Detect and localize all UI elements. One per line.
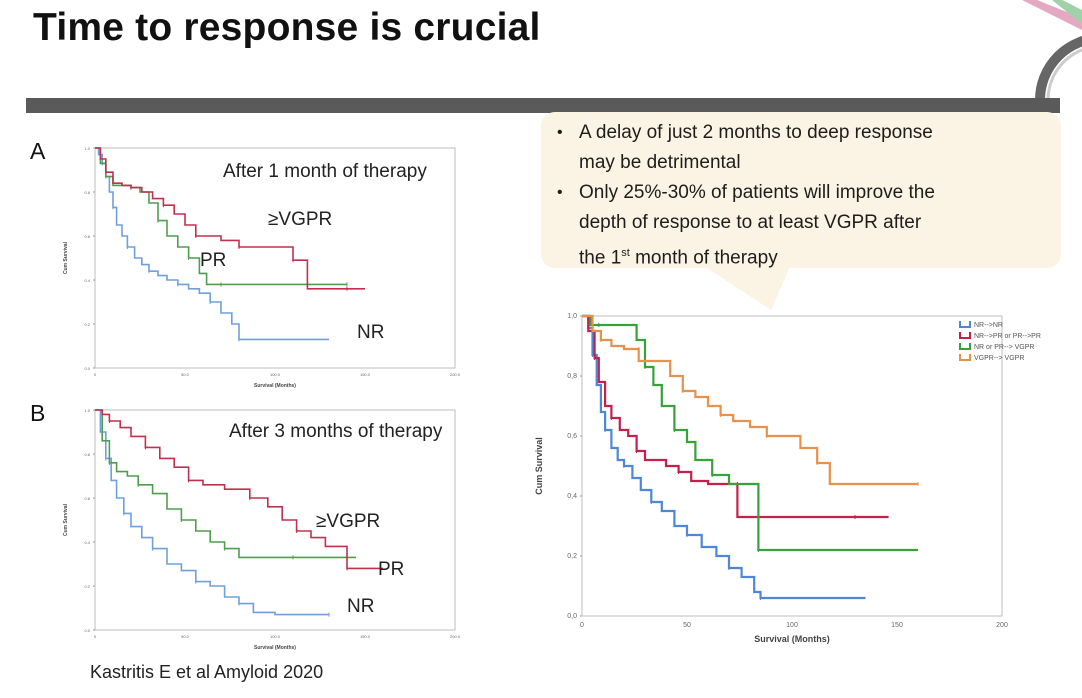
callout-bullet-1: • A delay of just 2 months to deep respo… [541, 118, 1061, 178]
y-axis-label: Cum Survival [63, 241, 69, 274]
citation: Kastritis E et al Amyloid 2020 [90, 662, 324, 682]
slide-title: Time to response is crucial [33, 6, 541, 49]
x-tick-label: 100 [786, 622, 798, 629]
y-axis-label: Cum Survival [534, 437, 544, 495]
series-vgpr-vgpr [582, 314, 918, 486]
x-tick-label: 50.0 [181, 634, 190, 639]
legend-swatch [959, 321, 971, 328]
y-tick-label: 0.2 [84, 584, 90, 589]
y-tick-label: 0,8 [567, 373, 577, 380]
y-tick-label: 0,4 [567, 493, 577, 500]
panel-b-nr-label: NR [347, 596, 375, 617]
y-tick-label: 1.0 [84, 146, 90, 151]
x-tick-label: 0 [94, 372, 97, 377]
bullet-dot: • [557, 184, 563, 201]
series-nr-or-pr-vgpr [582, 314, 918, 552]
panel-b-note: After 3 months of therapy [229, 421, 443, 442]
right-chart: 0,0 0,2 0,4 0,6 0,8 1,0 0 50 100 150 200 Survival (… [534, 313, 1041, 644]
series-pr [95, 409, 356, 559]
series-nr [95, 147, 329, 341]
panel-b-vgpr-label: ≥VGPR [316, 511, 381, 532]
panel-b-chart: 0.0 0.2 0.4 0.6 0.8 1.0 0 50.0 100.0 150.0 200.0 Su… [63, 408, 461, 651]
x-tick-label: 200 [996, 622, 1008, 629]
legend-entry: VGPR--> VGPR [974, 355, 1024, 362]
series-pr [95, 147, 347, 286]
legend-entry: NR-->NR [974, 322, 1003, 329]
plot-frame [581, 315, 1003, 617]
x-tick-label: 150.0 [360, 634, 371, 639]
callout-bullet-2-line-2: depth of response to at least VGPR after [579, 212, 922, 233]
legend-swatch [959, 332, 971, 339]
series-nr-nr [582, 314, 866, 600]
y-tick-label: 0,2 [567, 553, 577, 560]
legend-entry: NR-->PR or PR-->PR [974, 333, 1041, 340]
panel-a-pr-label: PR [200, 250, 227, 271]
x-tick-label: 100.0 [270, 634, 281, 639]
y-tick-label: 1.0 [84, 408, 90, 413]
title-divider [26, 98, 1060, 113]
x-tick-label: 100.0 [270, 372, 281, 377]
x-axis-label: Survival (Months) [754, 634, 830, 644]
x-tick-label: 0 [94, 634, 97, 639]
series-nr-pr-or-pr-pr [582, 314, 889, 519]
y-tick-label: 0.0 [84, 628, 90, 633]
y-tick-label: 0.6 [84, 234, 90, 239]
panel-b-pr-label: PR [378, 559, 405, 580]
series--vgpr [95, 147, 365, 290]
panel-a-note: After 1 month of therapy [223, 161, 427, 182]
plot-frame [94, 147, 456, 369]
panel-a-chart: 0.0 0.2 0.4 0.6 0.8 1.0 0 50.0 100.0 150.0 200.0 Su… [63, 146, 461, 389]
legend-swatch [959, 343, 971, 350]
x-tick-label: 0 [580, 622, 584, 629]
callout-box: • A delay of just 2 months to deep respo… [541, 112, 1061, 310]
x-tick-label: 150 [891, 622, 903, 629]
callout-bullet-2-line-3-suffix: month of therapy [629, 247, 778, 269]
y-tick-label: 0.2 [84, 322, 90, 327]
callout-bullet-2-line-3-sup: st [621, 247, 630, 259]
panel-b-letter: B [30, 400, 46, 426]
y-tick-label: 0,0 [567, 613, 577, 620]
y-tick-label: 0.8 [84, 190, 90, 195]
callout-bullet-1-line-2: may be detrimental [579, 152, 741, 173]
y-tick-label: 0,6 [567, 433, 577, 440]
plot-frame [94, 409, 456, 631]
callout-bullet-2-line-1: Only 25%-30% of patients will improve th… [579, 182, 935, 203]
y-tick-label: 0.4 [84, 278, 90, 283]
y-tick-label: 0.8 [84, 452, 90, 457]
series-nr [95, 409, 329, 616]
x-tick-label: 200.0 [450, 634, 461, 639]
callout-bullet-2-line-3-prefix: the 1 [579, 247, 622, 269]
callout-bullet-2: • Only 25%-30% of patients will improve … [541, 178, 1061, 273]
legend-swatch [959, 354, 971, 361]
x-tick-label: 50 [683, 622, 691, 629]
x-tick-label: 200.0 [450, 372, 461, 377]
panel-a-letter: A [30, 138, 46, 164]
x-tick-label: 150.0 [360, 372, 371, 377]
legend-entry: NR or PR--> VGPR [974, 344, 1034, 351]
callout-bullet-1-line-1: A delay of just 2 months to deep respons… [579, 122, 933, 143]
callout-pointer [701, 264, 791, 310]
x-axis-label: Survival (Months) [254, 645, 296, 651]
x-tick-label: 50.0 [181, 372, 190, 377]
panel-a-nr-label: NR [357, 322, 385, 343]
bullet-dot: • [557, 124, 563, 141]
y-tick-label: 0.4 [84, 540, 90, 545]
y-tick-label: 0.6 [84, 496, 90, 501]
y-tick-label: 1,0 [567, 313, 577, 320]
series--vgpr [95, 409, 383, 570]
y-axis-label: Cum Survival [63, 503, 69, 536]
y-tick-label: 0.0 [84, 366, 90, 371]
x-axis-label: Survival (Months) [254, 383, 296, 389]
panel-a-vgpr-label: ≥VGPR [268, 209, 333, 230]
